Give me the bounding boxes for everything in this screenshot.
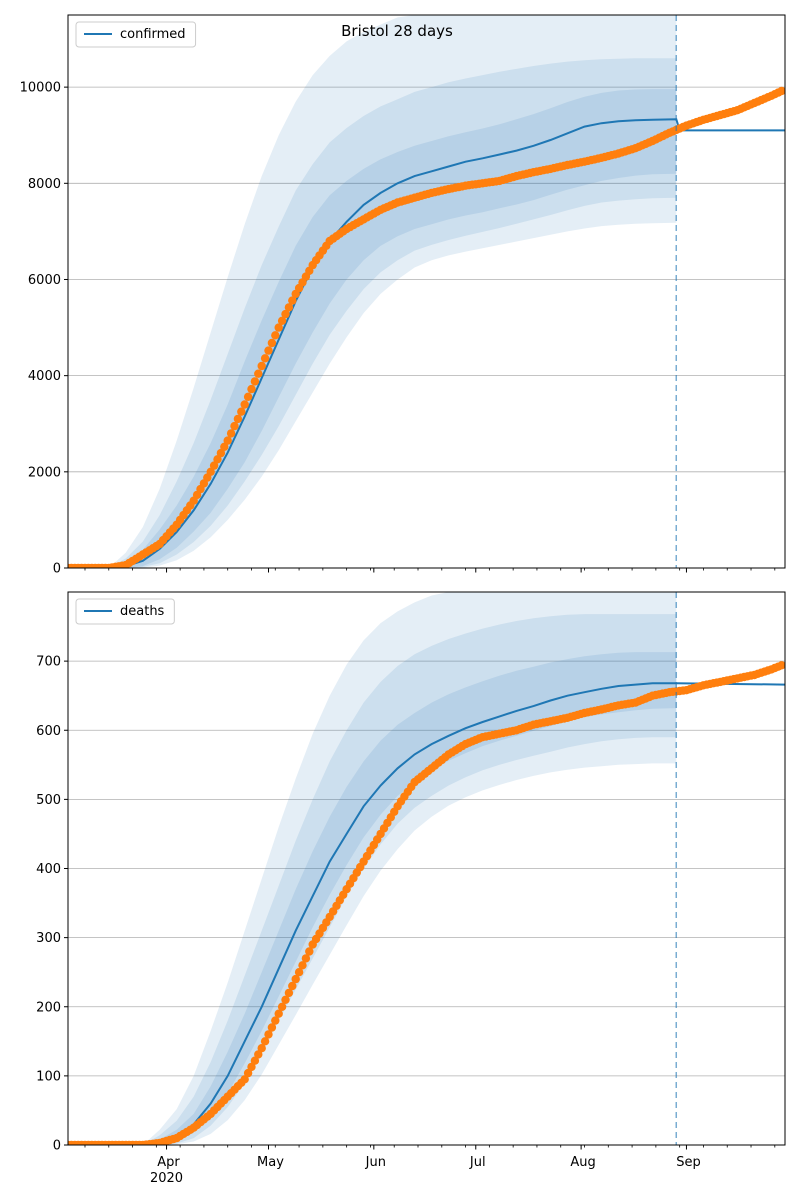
observed-point (777, 86, 785, 96)
deaths-y-ticks: 0 100 200 300 400 500 600 700 (36, 655, 68, 1154)
confirmed-confidence-bands (68, 15, 677, 568)
x-tick-label: Jun (365, 1155, 386, 1170)
observed-point (233, 414, 243, 424)
model-series-line (68, 682, 785, 1145)
y-tick-label: 4000 (28, 369, 61, 384)
observed-point (250, 1056, 260, 1065)
observed-point (223, 436, 232, 445)
observed-point (271, 1016, 280, 1025)
y-tick-label: 10000 (20, 81, 61, 96)
x-tick-label: Apr (157, 1155, 180, 1170)
observed-point (243, 1068, 253, 1078)
observed-point (281, 995, 290, 1004)
observed-point (264, 1030, 273, 1039)
y-tick-label: 6000 (28, 273, 61, 288)
observed-point (247, 1062, 256, 1072)
confirmed-y-ticks: 0 2000 4000 6000 8000 10000 (20, 81, 68, 577)
observed-point (243, 392, 253, 401)
confirmed-legend-box (75, 21, 197, 48)
observed-point (277, 1002, 287, 1011)
y-tick-label: 100 (36, 1069, 61, 1084)
observed-point (298, 961, 307, 970)
x-tick-label: Aug (570, 1155, 595, 1170)
observed-point (240, 1075, 249, 1084)
deaths-legend-label: deaths (120, 604, 165, 619)
observed-point (305, 947, 314, 956)
observed-point (254, 369, 263, 378)
observed-point (281, 309, 290, 319)
observed-point (257, 361, 266, 371)
deaths-panel: 0 100 200 300 400 500 600 700 Apr May Jun Jul Aug Se… (36, 591, 786, 1186)
observed-point (247, 384, 256, 394)
observed-point (230, 421, 239, 431)
observed-point (213, 455, 222, 464)
observed-point (264, 346, 273, 355)
y-tick-label: 0 (53, 1139, 61, 1154)
deaths-model-line (68, 682, 785, 1145)
observed-point (220, 442, 229, 451)
observed-point (288, 296, 297, 305)
deaths-x-ticks: Apr May Jun Jul Aug Sep (84, 1145, 776, 1170)
confirmed-axes-frame (67, 14, 786, 569)
observed-point (257, 1044, 266, 1053)
confidence-band-2 (68, 58, 677, 568)
x-tick-label: Jul (469, 1155, 486, 1170)
y-tick-label: 700 (36, 655, 61, 670)
observed-point (274, 1009, 283, 1018)
confidence-band-2 (68, 614, 677, 1145)
confirmed-panel: 0 2000 4000 6000 8000 10000 Bristol 28 days c… (20, 14, 786, 577)
observed-point (277, 316, 287, 325)
confidence-band-1 (68, 652, 677, 1145)
observed-point (291, 974, 300, 984)
x-axis-year-label: 2020 (150, 1171, 183, 1186)
observed-point (267, 1023, 277, 1032)
confidence-band-3 (68, 15, 677, 568)
observed-point (301, 954, 311, 963)
observed-point (271, 331, 280, 340)
confirmed-legend: confirmed (75, 21, 197, 48)
observed-point (250, 377, 260, 386)
y-tick-label: 500 (36, 793, 61, 808)
y-tick-label: 8000 (28, 177, 61, 192)
observed-point (294, 968, 304, 977)
observed-point (284, 988, 294, 998)
y-tick-label: 0 (53, 562, 61, 577)
observed-point (260, 354, 270, 363)
y-tick-label: 600 (36, 724, 61, 739)
y-tick-label: 300 (36, 931, 61, 946)
observed-point (288, 981, 297, 991)
observed-point (240, 400, 249, 409)
observed-point (254, 1050, 263, 1059)
y-tick-label: 400 (36, 862, 61, 877)
y-tick-label: 2000 (28, 465, 61, 480)
deaths-legend-box (75, 598, 175, 625)
observed-point (274, 323, 283, 332)
x-tick-label: Sep (676, 1155, 701, 1170)
model-series-line (68, 118, 785, 568)
observed-point (237, 407, 246, 416)
observed-point (284, 303, 294, 312)
observed-point (260, 1037, 270, 1046)
confirmed-legend-label: confirmed (120, 27, 186, 42)
deaths-observed-points (68, 661, 785, 1145)
confirmed-observed-points (68, 86, 785, 568)
confidence-band-1 (68, 89, 677, 568)
observed-point (206, 467, 215, 476)
chart-title: Bristol 28 days (341, 22, 453, 40)
observed-point (209, 461, 219, 470)
observed-point (777, 661, 785, 670)
x-tick-label: May (257, 1155, 284, 1170)
y-tick-label: 200 (36, 1000, 61, 1015)
confirmed-model-line (68, 118, 785, 568)
observed-point (267, 338, 277, 348)
deaths-legend: deaths (75, 598, 175, 625)
confirmed-x-ticks (84, 568, 776, 573)
observed-point (216, 448, 226, 458)
observed-point (226, 429, 236, 438)
